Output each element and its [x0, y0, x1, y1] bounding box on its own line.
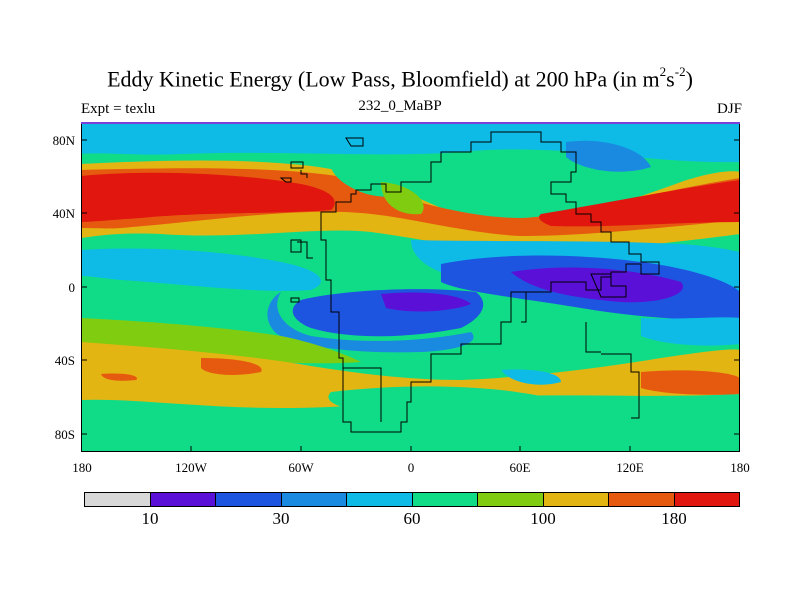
north-red-core — [81, 172, 335, 222]
lon-label-180e: 180 — [730, 460, 750, 475]
lon-label-120w: 120W — [175, 460, 207, 475]
colorbar-label: 30 — [272, 509, 290, 528]
colorbar-label: 60 — [403, 509, 421, 528]
lon-label-180w: 180 — [72, 460, 92, 475]
colorbar-label: 10 — [141, 509, 159, 528]
colorbar-swatch-7 — [543, 493, 609, 506]
lat-label-40n: 40N — [52, 206, 75, 221]
season-label: DJF — [716, 101, 742, 117]
south-polar-band — [81, 408, 740, 452]
south-orange-west — [201, 358, 262, 375]
south-cyan-patch — [501, 369, 561, 385]
case-label: 232_0_MaBP — [358, 98, 442, 114]
lon-label-0: 0 — [407, 460, 415, 475]
colorbar-swatch-5 — [412, 493, 478, 506]
south-orange-east — [641, 370, 740, 395]
map-ticks — [81, 139, 740, 452]
colorbar-swatch-6 — [478, 493, 544, 506]
equatorial-midblue-ring — [267, 292, 474, 353]
subtropic-cyan-west — [81, 248, 321, 291]
colorbar — [84, 492, 740, 507]
plot-title: Eddy Kinetic Energy (Low Pass, Bloomfiel… — [107, 64, 693, 92]
colorbar-swatch-3 — [281, 493, 347, 506]
south-green-mid — [328, 386, 581, 417]
north-lime-patch — [381, 182, 424, 215]
north-red-east — [539, 180, 740, 227]
colorbar-swatch-0 — [85, 493, 151, 506]
colorbar-swatch-8 — [609, 493, 675, 506]
lat-label-80s: 80S — [54, 427, 75, 442]
experiment-label: Expt = texlu — [81, 101, 156, 117]
lon-label-60w: 60W — [288, 460, 314, 475]
south-orange-west2 — [101, 373, 137, 381]
equatorial-violet-east — [511, 267, 683, 303]
tropic-cyan-east — [641, 317, 740, 346]
eke-map — [81, 122, 740, 452]
north-polar-band — [81, 122, 740, 163]
coastline-outline — [279, 131, 660, 433]
colorbar-swatch-4 — [347, 493, 413, 506]
lat-label-40s: 40S — [54, 353, 75, 368]
colorbar-label: 100 — [530, 509, 556, 528]
lon-label-60e: 60E — [509, 460, 531, 475]
lat-label-0: 0 — [68, 280, 76, 295]
colorbar-swatch-2 — [216, 493, 282, 506]
south-yellow-band — [81, 342, 740, 408]
north-blue-patch — [566, 140, 651, 172]
colorbar-swatch-1 — [150, 493, 216, 506]
colorbar-swatch-9 — [674, 493, 739, 506]
lon-label-120e: 120E — [616, 460, 644, 475]
lat-label-80n: 80N — [52, 133, 75, 148]
colorbar-label: 180 — [661, 509, 687, 528]
equatorial-violet-west — [381, 292, 471, 312]
